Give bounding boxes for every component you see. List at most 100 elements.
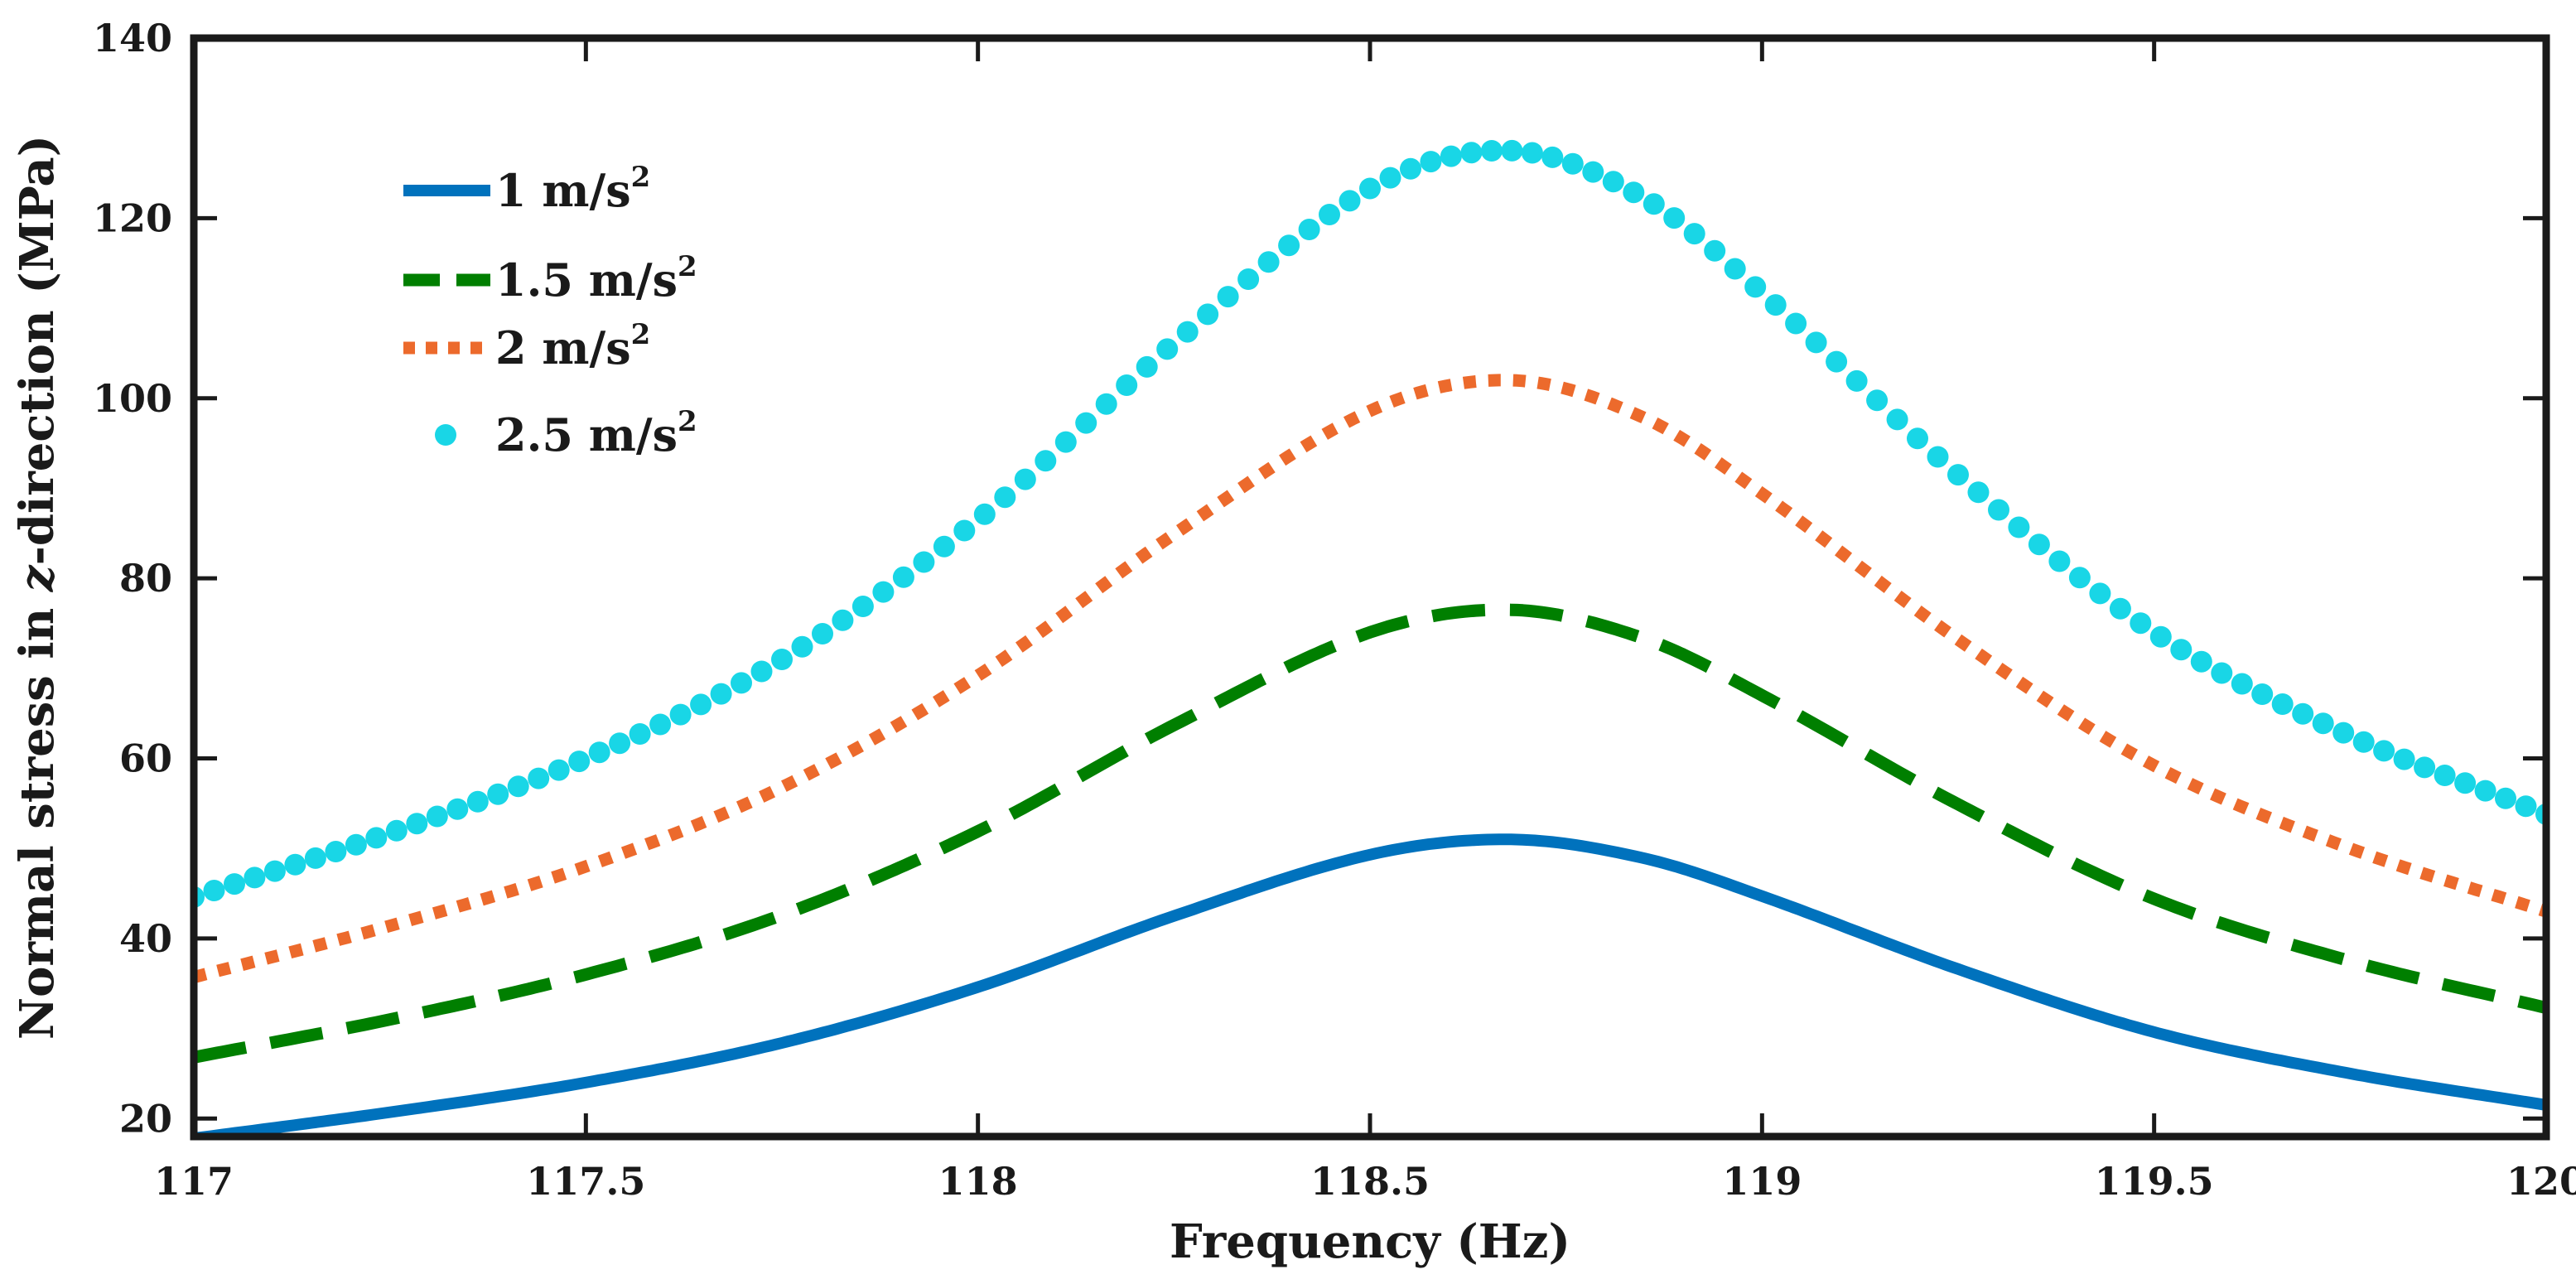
data-point <box>568 751 591 773</box>
data-point <box>872 581 895 603</box>
data-point <box>548 759 570 781</box>
y-tick-label: 40 <box>119 916 172 961</box>
data-point <box>2231 673 2253 695</box>
data-point <box>1480 140 1503 162</box>
y-tick-label: 100 <box>93 376 172 421</box>
series-3 <box>194 374 2546 983</box>
plot-frame <box>190 34 2550 1141</box>
x-tick-label: 119.5 <box>2095 1159 2214 1204</box>
data-point <box>1541 146 1564 168</box>
data-point <box>1359 177 1381 200</box>
data-point <box>1623 181 1645 204</box>
data-point <box>2089 582 2111 605</box>
data-point <box>649 713 672 736</box>
data-point <box>588 741 610 764</box>
x-tick-label: 118.5 <box>1310 1159 1430 1204</box>
y-tick-label: 60 <box>119 736 172 781</box>
data-point <box>1663 207 1686 229</box>
series-4 <box>194 139 2546 908</box>
data-point <box>2271 693 2294 715</box>
data-point <box>2008 516 2030 538</box>
data-point <box>1744 276 1767 298</box>
data-point <box>1460 142 1483 164</box>
data-point <box>1339 190 1361 212</box>
data-point <box>2332 722 2355 744</box>
data-point <box>892 566 914 588</box>
data-point <box>2474 780 2496 802</box>
data-point <box>224 873 245 895</box>
y-tick-label: 80 <box>119 556 172 601</box>
data-point <box>1561 152 1584 175</box>
data-point <box>1278 234 1300 257</box>
data-point <box>1257 251 1280 273</box>
data-point <box>1988 499 2009 521</box>
data-point <box>1501 139 1523 162</box>
data-point <box>1967 481 1990 504</box>
data-point <box>1643 193 1665 215</box>
y-tick-label: 120 <box>93 195 172 240</box>
data-point <box>1116 374 1138 396</box>
series-2 <box>194 603 2546 1064</box>
data-point <box>2292 702 2314 725</box>
legend-label: 2 m/s2 <box>495 318 650 374</box>
data-point <box>1683 223 1705 245</box>
data-point <box>2211 662 2233 684</box>
data-point <box>1724 258 1746 280</box>
data-point <box>1602 171 1624 193</box>
data-point <box>1176 321 1199 343</box>
data-point <box>325 841 347 862</box>
series-line <box>194 833 2546 1137</box>
data-point <box>2170 639 2192 661</box>
data-point <box>2312 712 2334 735</box>
legend: 1 m/s2 1.5 m/s2 2 m/s2 2.5 m/s2 <box>403 161 697 461</box>
plot-background <box>194 38 2546 1137</box>
data-point <box>1927 446 1949 468</box>
data-point <box>2414 756 2436 779</box>
data-point <box>1075 412 1097 434</box>
data-point <box>2251 683 2274 705</box>
y-axis-label-before: Normal stress in <box>10 591 65 1040</box>
data-point <box>1785 312 1807 335</box>
data-point <box>1217 286 1239 308</box>
data-point <box>609 732 631 755</box>
data-point <box>973 503 996 525</box>
data-point <box>812 623 833 644</box>
data-point <box>1805 331 1827 354</box>
data-point <box>1845 369 1868 392</box>
data-point <box>1237 268 1260 290</box>
data-point <box>1400 157 1421 180</box>
y-tick-label: 20 <box>119 1096 172 1141</box>
data-point <box>203 880 225 901</box>
data-point <box>1907 427 1928 450</box>
data-point <box>2190 650 2212 673</box>
data-point <box>2515 795 2537 818</box>
data-point <box>953 519 976 542</box>
data-point <box>832 609 854 631</box>
data-point <box>1764 294 1787 316</box>
y-axis-label-italic: z <box>10 564 65 592</box>
data-point <box>1156 338 1179 360</box>
data-point <box>507 775 529 798</box>
data-point <box>750 660 773 683</box>
data-point <box>1035 450 1057 472</box>
data-point <box>690 693 712 716</box>
data-point <box>385 819 408 842</box>
data-point <box>629 723 651 745</box>
data-point <box>994 486 1016 509</box>
legend-item-2: 1.5 m/s2 <box>403 250 697 307</box>
x-tick-label: 117 <box>154 1159 234 1204</box>
legend-label: 1 m/s2 <box>495 161 650 217</box>
x-axis-label: Frequency (Hz) <box>1170 1214 1570 1269</box>
data-point <box>2109 597 2131 620</box>
data-point <box>1440 145 1462 167</box>
legend-label: 2.5 m/s2 <box>495 405 697 461</box>
data-point <box>345 833 367 856</box>
series-1 <box>194 833 2546 1137</box>
legend-item-3: 2 m/s2 <box>403 318 650 374</box>
y-tick-label: 140 <box>93 16 172 60</box>
data-point <box>263 860 286 882</box>
data-point <box>466 790 489 813</box>
x-tick-label: 120 <box>2506 1159 2576 1204</box>
data-point <box>1866 389 1889 412</box>
